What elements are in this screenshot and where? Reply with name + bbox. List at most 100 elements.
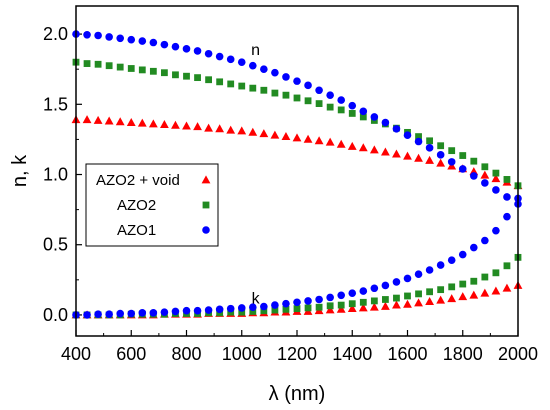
legend-box (85, 163, 219, 247)
azo2-k-point (282, 305, 290, 313)
azo1-n-point (348, 101, 357, 110)
azo1-k-point (304, 297, 312, 305)
azo2-void-n-point (215, 124, 225, 133)
azo1-n-point (293, 77, 301, 85)
legend-markers (201, 175, 211, 234)
azo2-void-n-point (336, 139, 346, 148)
azo2-n-point (194, 74, 201, 82)
azo2-k-point (238, 308, 246, 316)
legend-label-azo2-void: AZO2 + void (96, 172, 180, 189)
azo2-void-n-point (182, 121, 191, 130)
legend-label-azo2: AZO2 (117, 197, 156, 214)
azo1-n-point (436, 151, 445, 159)
azo2-void-n-point (160, 120, 169, 129)
azo1-n-point (403, 131, 412, 139)
azo2-k-point (459, 280, 467, 288)
azo2-n-point (94, 60, 102, 68)
x-tick-label: 400 (61, 344, 91, 364)
azo2-k-point (426, 288, 433, 296)
azo2-void-k-point (358, 303, 368, 312)
azo1-k-point (94, 310, 102, 319)
azo2-k-point (404, 292, 411, 300)
azo2-void-n-point (480, 170, 490, 179)
x-tick-label: 1000 (222, 344, 262, 364)
azo1-k-point (403, 274, 412, 283)
azo1-k-point (249, 303, 257, 312)
azo2-void-n-point (414, 153, 423, 162)
azo1-k-point (204, 306, 213, 314)
azo1-n-point (304, 81, 312, 90)
azo2-n-point (282, 91, 290, 99)
legend-marker-azo2 (202, 201, 210, 209)
azo2-k-point (337, 301, 345, 309)
azo1-k-point (271, 301, 279, 309)
azo2-void-k-point (336, 304, 346, 313)
azo2-void-n-point (148, 119, 158, 128)
azo2-k-point (437, 286, 445, 294)
azo1-n-point (94, 31, 102, 40)
azo2-n-point (105, 62, 113, 70)
azo2-k-point (415, 290, 422, 298)
azo1-n-point (105, 33, 113, 41)
azo2-void-k-point (369, 302, 379, 311)
azo1-n-point (215, 52, 224, 61)
azo2-n-point (415, 133, 422, 140)
azo1-k-point (447, 256, 456, 264)
azo2-n-point (293, 94, 301, 102)
azo2-void-k-point (502, 283, 512, 292)
azo2-void-n-point (270, 130, 280, 139)
y-tick-label: 0.5 (43, 235, 68, 255)
azo1-k-point (171, 307, 180, 316)
azo2-void-n-point (226, 125, 236, 134)
azo2-void-n-point (491, 174, 501, 183)
azo1-k-point (237, 304, 246, 312)
azo2-void-k-point (381, 301, 390, 310)
azo1-n-point (171, 42, 180, 51)
azo2-void-n-point (137, 118, 147, 127)
azo2-void-n-point (171, 120, 180, 129)
azo1-k-point (481, 236, 489, 245)
azo2-void-n-point (436, 158, 446, 167)
azo2-n-point (459, 152, 467, 159)
azo1-n-point (249, 61, 257, 70)
azo2-k-point (304, 304, 312, 312)
azo2-void-k-point (436, 295, 446, 304)
x-tick-label: 1600 (387, 344, 427, 364)
azo1-k-point (425, 266, 434, 274)
azo1-n-point (127, 35, 136, 44)
azo2-void-n-point (193, 122, 202, 131)
azo2-void-n-point (281, 131, 291, 140)
azo2-void-n-point (403, 151, 412, 160)
azo1-n-point (282, 73, 290, 81)
azo1-n-point (492, 186, 500, 194)
azo2-void-n-point (248, 127, 258, 136)
azo2-void-k-point (347, 304, 357, 313)
azo2-void-n-point (425, 155, 434, 164)
y-tick-label: 2.0 (43, 24, 68, 44)
azo1-k-point (193, 306, 202, 315)
azo2-n-point (149, 67, 157, 75)
azo2-k-point (315, 303, 323, 311)
azo1-n-point (237, 58, 246, 66)
azo1-k-point (293, 298, 301, 307)
azo2-k-point (348, 300, 356, 308)
azo1-k-point (326, 293, 334, 302)
legend-marker-azo2-void (201, 175, 211, 184)
azo1-n-point (326, 91, 334, 99)
azo2-void-k-point (392, 300, 401, 309)
azo1-k-point (127, 309, 136, 318)
azo2-k-point (492, 269, 500, 277)
azo2-void-k-point (447, 294, 457, 303)
azo2-void-k-point (469, 290, 479, 299)
azo2-n-point (337, 106, 345, 114)
y-axis-title: n, k (9, 154, 31, 187)
y-tick-label: 0.0 (43, 305, 68, 325)
azo2-n-point (437, 142, 445, 150)
legend: AZO2 + void AZO2 AZO1 (85, 163, 219, 247)
azo2-k-point (470, 277, 478, 285)
azo2-n-point (448, 147, 456, 155)
azo1-n-point (260, 65, 268, 73)
azo2-k-point (293, 305, 301, 313)
azo1-k-point (381, 281, 390, 290)
